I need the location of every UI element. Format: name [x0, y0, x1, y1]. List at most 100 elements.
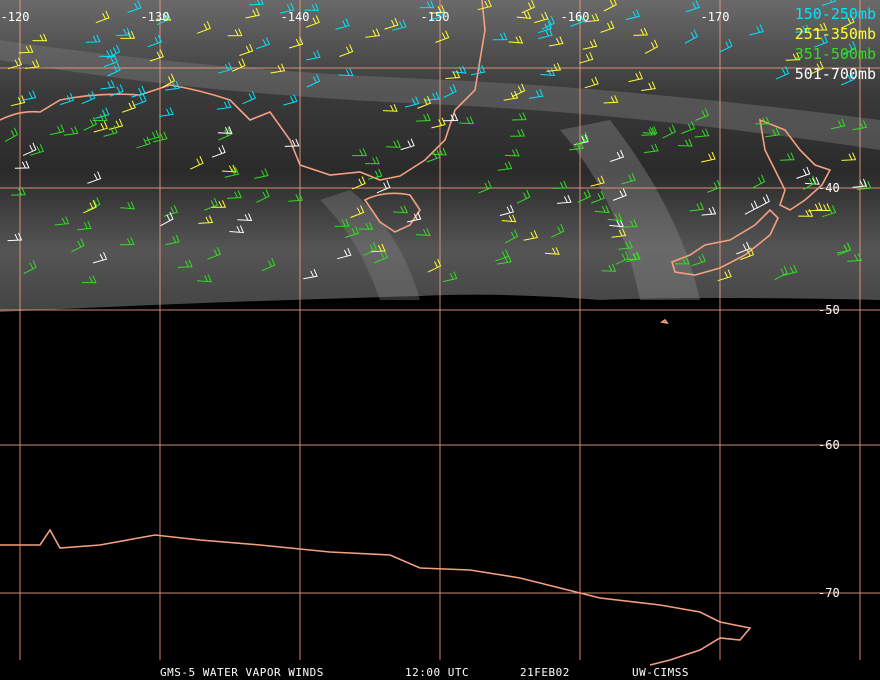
graticule	[0, 0, 880, 660]
longitude-label: -150	[421, 10, 450, 24]
antarctica-coast	[0, 528, 752, 666]
wind-barb	[92, 252, 108, 264]
wind-barb	[288, 193, 304, 202]
wind-barb	[432, 147, 447, 156]
wind-barb	[217, 126, 233, 134]
legend-entry: 150-250mb	[795, 5, 876, 23]
wind-barb	[625, 9, 641, 20]
wind-barb	[590, 175, 605, 187]
wind-barb	[442, 271, 458, 283]
wind-barb	[417, 96, 432, 109]
wind-barb	[544, 247, 560, 255]
wind-barb	[21, 90, 37, 101]
wind-barb	[516, 11, 532, 19]
wind-barb	[504, 229, 519, 244]
wind-barb	[400, 138, 415, 151]
wind-barb	[156, 11, 171, 26]
wind-barb	[83, 200, 97, 214]
wind-barb	[367, 168, 383, 180]
wind-barb	[600, 20, 615, 33]
wind-barb	[717, 269, 732, 282]
wind-barb	[306, 50, 321, 61]
wind-barb	[25, 59, 40, 69]
wind-barb	[14, 160, 30, 169]
wind-barb	[552, 180, 568, 189]
wind-barb	[641, 127, 657, 136]
wind-barb	[207, 247, 221, 260]
wind-barb	[189, 156, 204, 170]
wind-barb	[29, 144, 44, 156]
wind-barb	[83, 117, 97, 131]
wind-barb	[303, 269, 318, 280]
wind-barb	[376, 180, 391, 194]
wind-barb	[107, 62, 121, 77]
wind-barb	[607, 213, 623, 222]
wind-barb	[430, 5, 446, 14]
wind-barb	[161, 73, 176, 88]
wind-barb	[231, 58, 246, 72]
legend-entry: 351-500mb	[795, 45, 876, 63]
wind-barb	[197, 274, 212, 283]
wind-barb	[50, 124, 65, 136]
wind-barb	[242, 91, 256, 105]
wind-barb	[63, 126, 79, 136]
wind-barb	[740, 247, 755, 261]
wind-barb	[803, 175, 817, 190]
wind-barb	[7, 232, 23, 242]
wind-barb	[335, 18, 350, 30]
wind-barb	[691, 254, 706, 267]
wind-barb	[582, 39, 598, 50]
wind-barb	[756, 194, 770, 209]
wind-barb	[306, 74, 321, 88]
wind-barb	[816, 203, 831, 211]
wind-barb	[119, 237, 135, 246]
wind-barb	[237, 213, 253, 221]
wind-barb	[221, 164, 237, 173]
wind-barb	[365, 156, 380, 165]
wind-barb	[270, 63, 286, 74]
wind-barb	[719, 38, 733, 53]
wind-barb	[618, 240, 634, 250]
wind-barb	[622, 219, 638, 228]
longitude-label: -130	[141, 10, 170, 24]
wind-barb	[227, 190, 242, 199]
footer-text: UW-CIMSS	[632, 666, 689, 679]
new-zealand-south	[671, 208, 779, 276]
wind-barb	[386, 140, 401, 148]
wind-barb	[254, 168, 269, 179]
wind-barb	[603, 0, 617, 12]
wind-barb	[10, 95, 26, 107]
wind-barb	[584, 76, 599, 89]
wind-barb	[775, 66, 790, 80]
wind-barb	[81, 275, 97, 284]
wind-barb	[32, 33, 48, 42]
wind-barb	[197, 21, 211, 34]
wind-barbs	[4, 0, 872, 284]
wind-barb	[601, 264, 617, 272]
wind-barb	[625, 252, 641, 260]
wind-barb	[841, 14, 855, 29]
wind-barb	[392, 19, 407, 31]
wind-barb	[575, 132, 589, 146]
latitude-label: -50	[818, 303, 840, 317]
longitude-label: -120	[1, 10, 30, 24]
wind-barb	[280, 2, 295, 14]
footer: GMS-5 WATER VAPOR WINDS 12:00 UTC 21FEB02 U…	[160, 666, 689, 679]
wind-barb	[707, 180, 721, 193]
latitude-label: -60	[818, 438, 840, 452]
wind-barb	[416, 113, 431, 122]
wind-barb	[677, 138, 693, 147]
wind-barb	[579, 52, 594, 64]
wind-barb	[344, 226, 360, 238]
wind-barb	[95, 10, 110, 24]
wind-barb	[132, 93, 147, 107]
legend: 150-250mb 251-350mb 351-500mb 501-700mb	[795, 5, 876, 83]
wind-barb	[477, 0, 492, 11]
wind-barb	[85, 34, 101, 43]
wind-barb	[443, 113, 459, 122]
wind-barb	[99, 49, 114, 58]
longitude-label: -140	[281, 10, 310, 24]
wind-barb	[550, 223, 565, 238]
wind-barb	[54, 216, 70, 226]
new-zealand-north	[758, 118, 832, 211]
